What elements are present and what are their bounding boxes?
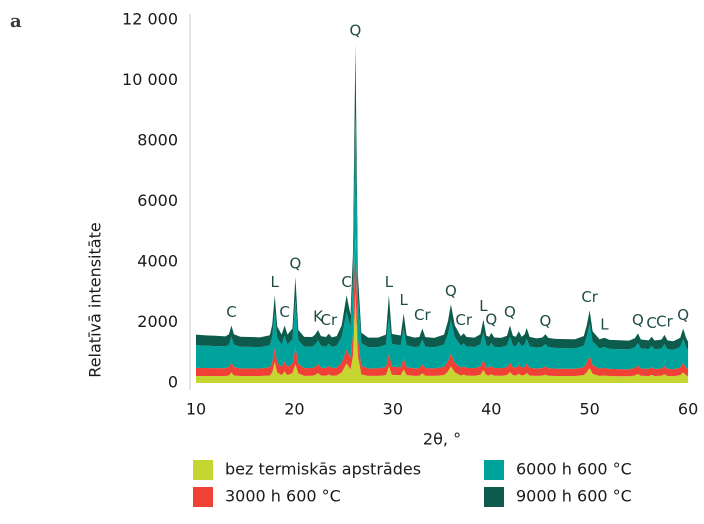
peak-annotation: C [279, 303, 289, 321]
panel-label: a [10, 11, 22, 32]
peak-annotation: Cr [321, 311, 338, 329]
x-axis-label: 2θ, ° [423, 430, 461, 449]
peak-annotation: L [385, 273, 394, 291]
peak-annotation: C [341, 273, 351, 291]
y-tick-label: 4000 [137, 252, 178, 271]
legend-label: 9000 h 600 °C [516, 487, 632, 506]
x-tick-label: 50 [579, 400, 599, 419]
y-tick-label: 12 000 [122, 10, 178, 29]
x-tick-label: 60 [678, 400, 698, 419]
peak-annotation: Cr [414, 306, 431, 324]
peak-annotation: Q [539, 312, 551, 330]
x-tick-label: 30 [383, 400, 403, 419]
legend-label: bez termiskās apstrādes [225, 460, 421, 479]
peak-annotation: L [399, 291, 408, 309]
y-tick-label: 2000 [137, 312, 178, 331]
y-axis-label: Relatīvā intensitāte [86, 222, 105, 377]
legend-label: 3000 h 600 °C [225, 487, 341, 506]
peak-annotation: Q [350, 22, 362, 40]
peak-annotation: Q [485, 310, 497, 328]
peak-annotation: Q [504, 303, 516, 321]
peak-annotation: C [226, 303, 236, 321]
area-series [196, 113, 689, 370]
peak-annotation: Q [289, 255, 301, 273]
peak-annotation: Q [632, 311, 644, 329]
legend-swatch [193, 487, 213, 507]
y-tick-label: 8000 [137, 131, 178, 150]
area-series [196, 44, 689, 351]
legend-swatch [484, 460, 504, 480]
legend-swatch [484, 487, 504, 507]
peak-annotation: Q [445, 282, 457, 300]
x-tick-label: 10 [186, 400, 206, 419]
y-tick-label: 6000 [137, 191, 178, 210]
y-tick-label: 10 000 [122, 70, 178, 89]
peak-annotation: Q [677, 306, 689, 324]
y-tick-label: 0 [168, 373, 178, 392]
legend-label: 6000 h 600 °C [516, 460, 632, 479]
legend-swatch [193, 460, 213, 480]
x-tick-label: 40 [481, 400, 501, 419]
peak-annotation: Cr [581, 288, 598, 306]
peak-annotation: C [646, 314, 656, 332]
peak-annotation: L [600, 315, 609, 333]
peak-annotation: Cr [656, 312, 673, 330]
peak-annotation: L [479, 297, 488, 315]
peak-annotation: Cr [455, 311, 472, 329]
peak-annotation: K [313, 308, 324, 326]
x-tick-label: 20 [284, 400, 304, 419]
peak-annotation: L [271, 273, 280, 291]
